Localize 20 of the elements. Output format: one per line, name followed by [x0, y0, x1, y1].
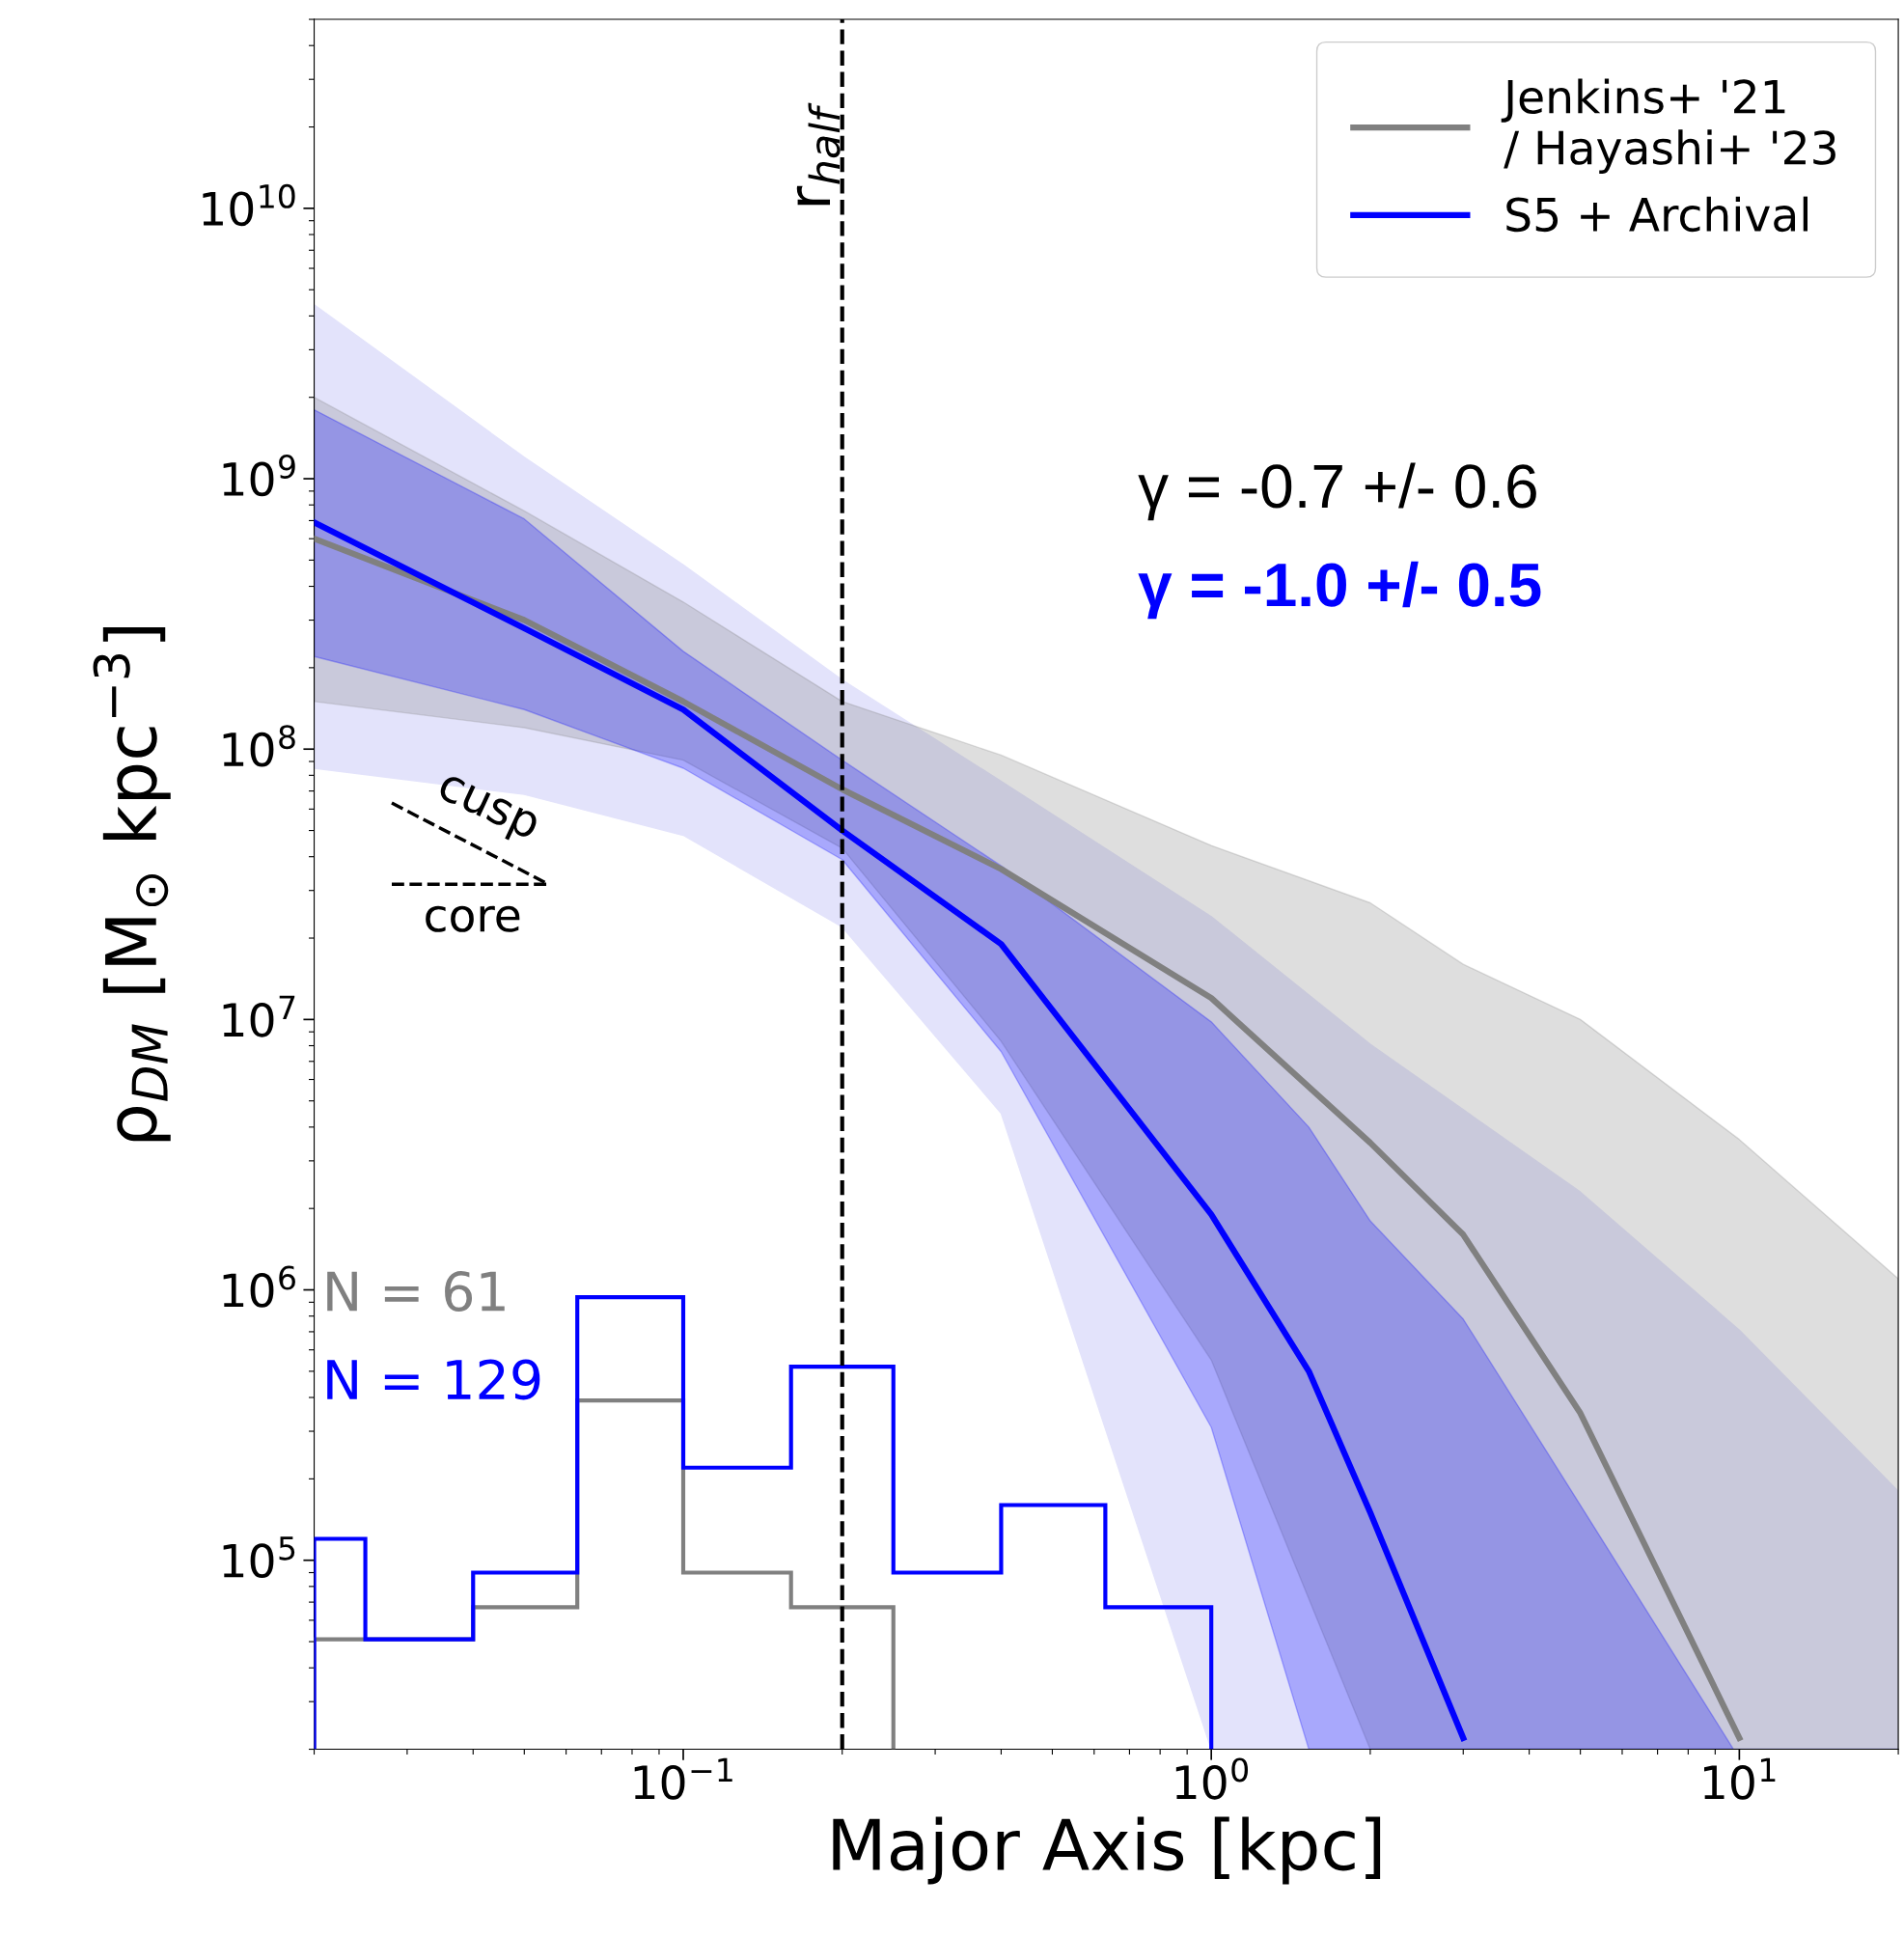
y-tick-label: 10$^{9}$	[223, 455, 295, 497]
ref-line-label: r$_{half}$	[796, 102, 841, 206]
y-axis-title: ρ$_{DM}$ [M$_{⊙}$ kpc$^{−3}$]	[93, 626, 171, 1142]
annotation: γ = -0.7 +/- 0.6	[1138, 462, 1536, 521]
x-tick-label: 10$^{−1}$	[634, 1757, 732, 1800]
y-tick-label: 10$^{8}$	[223, 725, 295, 767]
annotation: cusp	[432, 773, 540, 848]
x-tick-label: 10$^{1}$	[1704, 1757, 1776, 1800]
annotation: N = 61	[327, 1270, 505, 1313]
legend-label: S5 + Archival	[1506, 196, 1807, 233]
y-tick-label: 10$^{10}$	[203, 183, 295, 227]
y-tick-label: 10$^{7}$	[223, 995, 295, 1037]
legend-label: Jenkins+ '21 / Hayashi+ '23	[1501, 78, 1835, 175]
annotation: core	[426, 905, 520, 932]
y-tick-label: 10$^{5}$	[223, 1536, 295, 1578]
annotation: γ = -1.0 +/- 0.5	[1138, 561, 1541, 620]
annotation: N = 129	[327, 1359, 540, 1400]
y-tick-label: 10$^{6}$	[223, 1265, 295, 1308]
x-axis-title: Major Axis [kpc]	[833, 1816, 1381, 1885]
x-tick-label: 10$^{0}$	[1175, 1757, 1249, 1800]
